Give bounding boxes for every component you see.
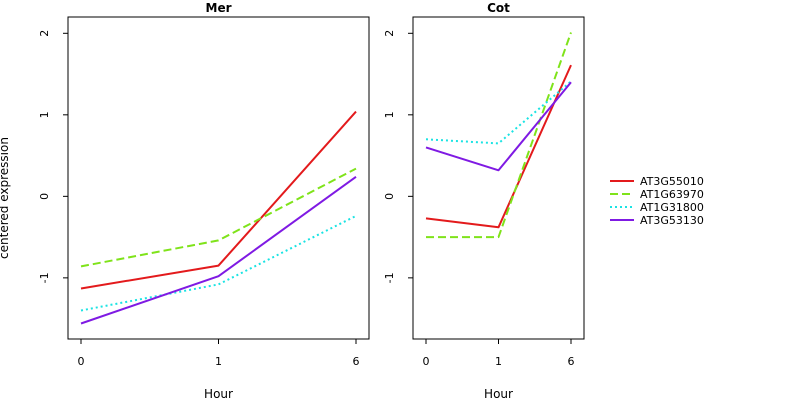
x-tick-label: 6 — [353, 355, 360, 368]
series-line-at1g63970 — [80, 167, 357, 268]
series-line-at1g31800 — [80, 215, 357, 312]
x-tick-label: 1 — [495, 355, 502, 368]
panel-title: Mer — [206, 1, 232, 15]
x-tick-label: 0 — [78, 355, 85, 368]
x-tick-label: 0 — [423, 355, 430, 368]
y-tick-label: 2 — [383, 30, 396, 37]
legend-label: AT3G55010 — [640, 175, 704, 188]
series-line-at3g53130 — [80, 175, 357, 325]
y-tick-label: 1 — [383, 111, 396, 118]
x-axis-label: Hour — [484, 387, 513, 400]
y-tick-label: 0 — [383, 193, 396, 200]
x-tick-label: 1 — [215, 355, 222, 368]
series-line-at1g63970 — [426, 32, 572, 239]
panel-title: Cot — [487, 1, 510, 15]
y-tick-label: 2 — [38, 30, 51, 37]
series-line-at3g53130 — [425, 81, 572, 172]
series-line-at1g31800 — [425, 80, 572, 145]
legend-label: AT1G63970 — [640, 188, 704, 201]
panel-cot: Cot -1 0 1 2 0 1 6 Hour — [383, 1, 585, 400]
x-axis-label: Hour — [204, 387, 233, 400]
series-line-at3g55010 — [80, 110, 357, 290]
y-tick-label: 1 — [38, 111, 51, 118]
legend-label: AT3G53130 — [640, 214, 704, 227]
y-tick-label: 0 — [38, 193, 51, 200]
x-tick-label: 6 — [568, 355, 575, 368]
plot-frame — [67, 16, 370, 340]
chart-panels: Mer -1 0 1 2 0 1 6 Hour Cot -1 0 1 2 0 1 6 Hour — [38, 1, 585, 400]
legend-label: AT1G31800 — [640, 201, 704, 214]
y-tick-label: -1 — [38, 272, 51, 283]
panel-mer: Mer -1 0 1 2 0 1 6 Hour — [38, 1, 370, 400]
y-tick-label: -1 — [383, 272, 396, 283]
y-axis-label: centered expression — [0, 137, 11, 259]
series-line-at3g55010 — [425, 64, 572, 229]
